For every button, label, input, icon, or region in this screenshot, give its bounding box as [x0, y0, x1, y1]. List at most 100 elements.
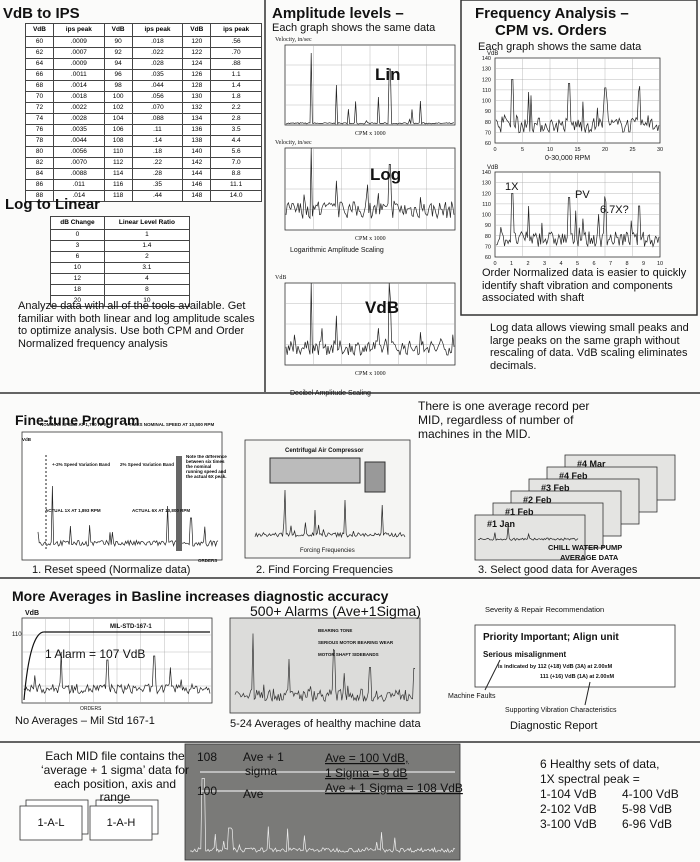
header-row: VdB ips peak VdB ips peak VdB ips peak	[25, 23, 262, 37]
spectrum-trace	[285, 282, 455, 356]
label: VdB	[25, 610, 39, 617]
label: Decibel Amplitude Scaling	[290, 390, 371, 397]
header-cell: dB Change	[50, 216, 105, 230]
header-cell: ips peak	[210, 23, 262, 37]
cell: .0014	[52, 80, 105, 92]
label: Lin	[375, 65, 401, 84]
cell: .88	[210, 58, 262, 70]
label: 60	[485, 141, 491, 147]
cell: 3.5	[210, 124, 262, 136]
label: ORDERS	[198, 558, 217, 563]
label: #1 Feb	[505, 507, 534, 517]
pointer	[584, 681, 591, 706]
cell: 124	[182, 58, 212, 70]
cell: 114	[103, 168, 133, 180]
cell: 10	[103, 295, 191, 307]
label: is indicated by 112 (+18) VdB (3A) at 2.…	[498, 664, 613, 670]
cell: 2.8	[210, 113, 262, 125]
label: 140	[482, 170, 491, 176]
label: CHILL WATER PUMP	[548, 543, 622, 552]
header-cell: VdB	[182, 23, 212, 37]
label: 0	[493, 261, 496, 267]
label: Ave + 1 Sigma = 108 VdB	[325, 781, 463, 795]
label: 6.7X?	[600, 204, 629, 216]
label: VdB	[487, 51, 498, 57]
cell: 6	[50, 251, 105, 263]
cell: 3	[50, 240, 105, 252]
label: 5	[576, 261, 579, 267]
cell: 5.6	[210, 146, 262, 158]
label: 1-A-L	[38, 817, 65, 829]
list: 1-104 VdB 4-100 VdB 2-102 VdB 5-98 VdB 3-100…	[540, 787, 692, 833]
pointer	[484, 659, 501, 691]
heading: Frequency Analysis –	[475, 5, 629, 22]
label: 140	[482, 56, 491, 62]
file-box	[89, 805, 153, 841]
label: 2% Speed Variation Band	[120, 462, 174, 467]
cell: .018	[131, 36, 184, 48]
subtitle: Each graph shows the same data	[478, 41, 642, 53]
cell: 130	[182, 91, 212, 103]
label: #2 Feb	[523, 495, 552, 505]
cell: 3.1	[103, 262, 191, 274]
label: Log	[370, 165, 401, 184]
cell: 76	[25, 124, 54, 136]
cell: 20	[50, 295, 105, 307]
label: 3	[543, 261, 546, 267]
cell: .0018	[52, 91, 105, 103]
cell: .35	[131, 179, 184, 191]
label: #1 Jan	[487, 519, 515, 529]
speed-band	[176, 456, 182, 551]
label: 100	[482, 213, 491, 219]
caption: No Averages – Mil Std 167-1	[15, 715, 155, 727]
cell: 84	[25, 168, 54, 180]
label: 110	[12, 632, 22, 638]
cell: 7.0	[210, 157, 262, 169]
label: 6	[592, 261, 595, 267]
cell: .0070	[52, 157, 105, 169]
heading: VdB to IPS	[3, 5, 80, 22]
image-panel	[229, 617, 421, 714]
spectrum-trace	[234, 633, 416, 703]
cell: 134	[182, 113, 212, 125]
label: 20	[602, 147, 608, 153]
cell: .011	[52, 179, 105, 191]
label: 120	[482, 191, 491, 197]
label: 70	[485, 244, 491, 250]
cell: 8.8	[210, 168, 262, 180]
spectrum-trace	[285, 52, 455, 125]
label: MOTOR SHAFT SIDEBANDS	[318, 652, 379, 657]
cell: .022	[131, 47, 184, 59]
cell: 144	[182, 168, 212, 180]
cell: 78	[25, 135, 54, 147]
cell: .014	[52, 190, 105, 202]
cell: .22	[131, 157, 184, 169]
row: 72.0022 102.070 132 2.2	[25, 102, 262, 114]
row: 74.0028 104.088 134 2.8	[25, 113, 262, 125]
note-text: Note the difference between six times th…	[186, 455, 227, 479]
header-cell: Linear Level Ratio	[103, 216, 191, 230]
machine	[364, 461, 386, 493]
file-box	[19, 805, 83, 841]
spectrum-trace	[495, 192, 660, 248]
label: Supporting Vibration Characteristics	[505, 707, 617, 714]
label: Ave + 1	[243, 750, 284, 764]
heading: Log to Linear	[5, 196, 100, 213]
row: 18 8	[50, 284, 191, 296]
header-cell: ips peak	[131, 23, 184, 37]
label: 4	[559, 261, 562, 267]
label: +-2% Speed Variation Band	[52, 462, 110, 467]
cell: .44	[131, 190, 184, 202]
list-item: 1-104 VdB	[540, 787, 597, 801]
report-box	[474, 624, 676, 688]
cell: .0028	[52, 113, 105, 125]
caption: Diagnostic Report	[510, 720, 598, 732]
label: MIL-STD-167-1	[110, 624, 152, 630]
spectrum-trace	[37, 485, 219, 548]
label: #4 Mar	[577, 459, 606, 469]
cell: .0035	[52, 124, 105, 136]
paragraph: Each MID file contains the ‘average + 1 …	[41, 749, 189, 805]
label: ACTUAL 6X AT 10,800 RPM	[132, 508, 190, 513]
cell: 102	[103, 102, 133, 114]
